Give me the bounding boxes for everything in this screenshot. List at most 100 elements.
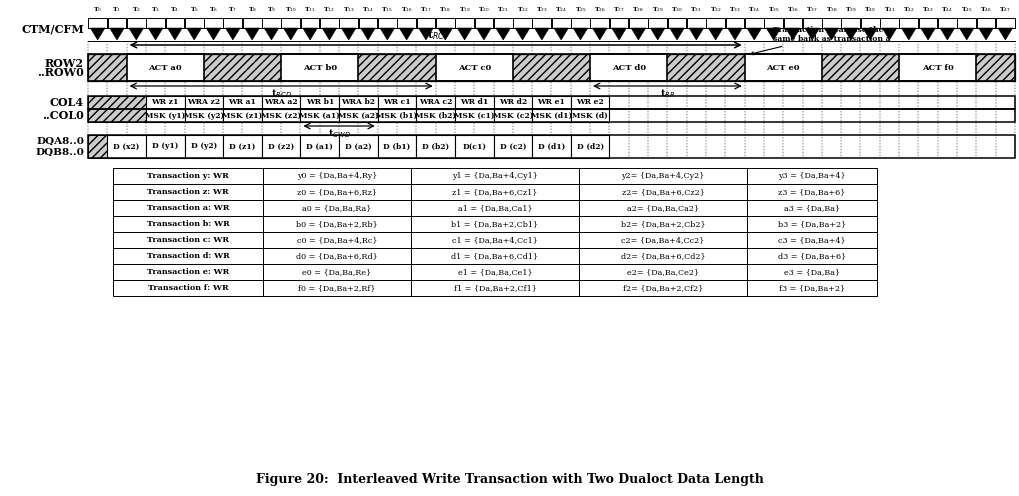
Bar <box>113 168 263 184</box>
Polygon shape <box>921 28 935 40</box>
Bar <box>397 17 416 27</box>
Text: T$_{41}$: T$_{41}$ <box>883 5 896 14</box>
Bar <box>494 17 513 27</box>
Polygon shape <box>283 28 299 40</box>
Bar <box>861 17 879 27</box>
Text: T$_{44}$: T$_{44}$ <box>942 5 954 14</box>
Text: MSK (z2): MSK (z2) <box>261 112 302 120</box>
Text: T$_{30}$: T$_{30}$ <box>672 5 683 14</box>
Bar <box>113 264 263 280</box>
Text: D(c1): D(c1) <box>463 142 486 150</box>
Text: T$_{38}$: T$_{38}$ <box>825 5 838 14</box>
Text: e3 = {Da,Ba}: e3 = {Da,Ba} <box>784 268 840 276</box>
Polygon shape <box>419 28 433 40</box>
Text: f2= {Da,Ba+2,Cf2}: f2= {Da,Ba+2,Cf2} <box>623 284 703 292</box>
Bar <box>411 216 579 232</box>
Text: y3 = {Da,Ba+4}: y3 = {Da,Ba+4} <box>779 172 846 180</box>
Text: ACT d0: ACT d0 <box>611 63 646 71</box>
Text: T$_{24}$: T$_{24}$ <box>555 5 568 14</box>
Text: z2= {Da,Ba+6,Cz2}: z2= {Da,Ba+6,Cz2} <box>622 188 704 196</box>
Text: T$_{11}$: T$_{11}$ <box>304 5 316 14</box>
Polygon shape <box>592 28 607 40</box>
Text: MSK (b2): MSK (b2) <box>415 112 457 120</box>
Bar <box>747 280 877 296</box>
Polygon shape <box>611 28 627 40</box>
Bar <box>88 96 1015 109</box>
Text: b3 = {Da,Ba+2}: b3 = {Da,Ba+2} <box>777 220 846 228</box>
Bar <box>590 17 609 27</box>
Text: T$_{34}$: T$_{34}$ <box>748 5 760 14</box>
Text: T$_{10}$: T$_{10}$ <box>285 5 297 14</box>
Bar <box>454 135 493 158</box>
Bar <box>996 17 1015 27</box>
Text: z3 = {Da,Ba+6}: z3 = {Da,Ba+6} <box>779 188 846 196</box>
Text: T$_{36}$: T$_{36}$ <box>787 5 799 14</box>
Text: DQA8..0: DQA8..0 <box>36 137 84 146</box>
Text: a3 = {Da,Ba}: a3 = {Da,Ba} <box>784 204 840 212</box>
Bar <box>146 135 184 158</box>
Bar <box>747 248 877 264</box>
Bar <box>263 232 411 248</box>
Bar <box>552 17 571 27</box>
Text: D (d2): D (d2) <box>577 142 603 150</box>
Bar <box>107 135 146 158</box>
Bar <box>339 96 378 109</box>
Text: a0 = {Da,Ba,Ra}: a0 = {Da,Ba,Ra} <box>303 204 372 212</box>
Polygon shape <box>978 28 994 40</box>
Bar <box>609 17 629 27</box>
Text: Transaction b: WR: Transaction b: WR <box>147 220 229 228</box>
Bar <box>263 216 411 232</box>
Bar <box>493 135 532 158</box>
Bar <box>455 17 474 27</box>
Text: T$_{7}$: T$_{7}$ <box>228 5 237 14</box>
Text: T$_{26}$: T$_{26}$ <box>594 5 605 14</box>
Text: WRA z2: WRA z2 <box>187 99 220 107</box>
Bar <box>126 54 204 81</box>
Bar <box>339 109 378 122</box>
Bar <box>378 96 417 109</box>
Bar <box>88 54 1015 81</box>
Text: T$_{47}$: T$_{47}$ <box>1000 5 1011 14</box>
Polygon shape <box>361 28 375 40</box>
Bar <box>262 17 281 27</box>
Bar <box>745 17 763 27</box>
Bar <box>938 17 957 27</box>
Text: T$_{33}$: T$_{33}$ <box>729 5 741 14</box>
Bar <box>411 248 579 264</box>
Text: t$_{RC}$: t$_{RC}$ <box>427 28 444 42</box>
Polygon shape <box>206 28 221 40</box>
Bar <box>281 17 301 27</box>
Bar <box>263 248 411 264</box>
Bar <box>417 135 454 158</box>
Text: T$_{39}$: T$_{39}$ <box>845 5 857 14</box>
Bar <box>976 17 996 27</box>
Bar <box>747 200 877 216</box>
Text: T$_{15}$: T$_{15}$ <box>381 5 393 14</box>
Bar <box>454 96 493 109</box>
Text: Transaction d: WR: Transaction d: WR <box>147 252 229 260</box>
Polygon shape <box>631 28 646 40</box>
Text: D (y2): D (y2) <box>191 142 217 150</box>
Bar <box>320 17 338 27</box>
Bar <box>764 17 783 27</box>
Text: T$_{14}$: T$_{14}$ <box>362 5 374 14</box>
Polygon shape <box>766 28 781 40</box>
Bar <box>113 184 263 200</box>
Text: MSK (c2): MSK (c2) <box>493 112 533 120</box>
Bar <box>147 17 165 27</box>
Text: y1 = {Da,Ba+4,Cy1}: y1 = {Da,Ba+4,Cy1} <box>452 172 538 180</box>
Bar <box>579 200 747 216</box>
Bar <box>842 17 860 27</box>
Bar <box>411 264 579 280</box>
Bar <box>900 17 918 27</box>
Text: T$_{29}$: T$_{29}$ <box>652 5 663 14</box>
Bar <box>411 200 579 216</box>
Text: a2= {Da,Ba,Ca2}: a2= {Da,Ba,Ca2} <box>627 204 699 212</box>
Text: ACT b0: ACT b0 <box>303 63 337 71</box>
Bar <box>822 17 841 27</box>
Bar <box>747 232 877 248</box>
Text: WR b1: WR b1 <box>306 99 334 107</box>
Text: T$_{22}$: T$_{22}$ <box>517 5 529 14</box>
Text: Transaction z: WR: Transaction z: WR <box>147 188 229 196</box>
Text: T$_{17}$: T$_{17}$ <box>420 5 432 14</box>
